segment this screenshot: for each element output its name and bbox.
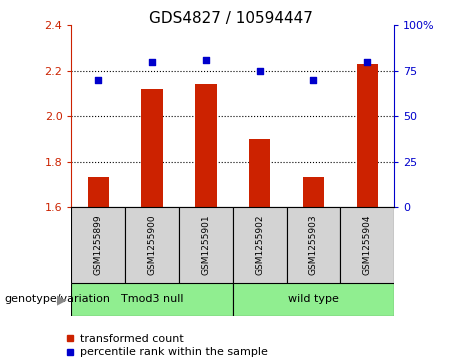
Text: GSM1255902: GSM1255902 [255,215,264,275]
Bar [287,207,340,283]
Text: GSM1255900: GSM1255900 [148,215,157,276]
Point [256,68,263,74]
Bar [195,84,217,207]
Bar [71,207,125,283]
Bar [179,207,233,283]
Text: Tmod3 null: Tmod3 null [121,294,183,305]
Bar [71,283,233,316]
Bar [249,139,271,207]
Point [310,77,317,83]
Bar [142,89,163,207]
Bar [233,283,394,316]
Text: genotype/variation: genotype/variation [5,294,111,305]
Bar [356,64,378,207]
Legend: transformed count, percentile rank within the sample: transformed count, percentile rank withi… [65,334,268,358]
Text: GSM1255904: GSM1255904 [363,215,372,275]
Text: wild type: wild type [288,294,339,305]
Point [202,57,210,63]
Text: GDS4827 / 10594447: GDS4827 / 10594447 [148,11,313,26]
Bar [340,207,394,283]
Point [364,59,371,65]
Bar [88,178,109,207]
Text: GSM1255901: GSM1255901 [201,215,210,276]
Bar [233,207,287,283]
Point [148,59,156,65]
Text: GSM1255899: GSM1255899 [94,215,103,276]
Point [95,77,102,83]
Bar [125,207,179,283]
Bar [303,178,324,207]
Text: GSM1255903: GSM1255903 [309,215,318,276]
Text: ▶: ▶ [57,293,67,306]
